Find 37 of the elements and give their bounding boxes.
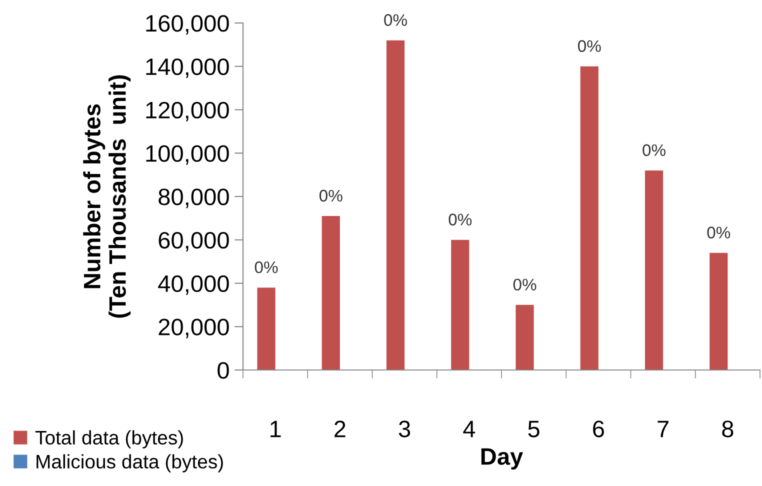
legend-label: Malicious data (bytes) <box>36 454 223 472</box>
legend-label: Total data (bytes) <box>35 430 183 448</box>
x-tick-label: 2 <box>334 420 346 438</box>
annotation: 0% <box>513 278 536 291</box>
annotation: 0% <box>578 40 601 52</box>
y-tick-label: 20,000 <box>158 318 229 338</box>
y-tick-label: 160,000 <box>146 15 229 35</box>
bar <box>257 288 276 370</box>
annotation: 0% <box>319 190 342 202</box>
annotation: 0% <box>254 261 278 274</box>
bar <box>322 216 340 370</box>
bar <box>451 240 470 370</box>
x-tick-label: 5 <box>528 420 540 438</box>
x-tick-label: 6 <box>593 420 604 438</box>
x-tick-label: 7 <box>658 420 668 438</box>
bar <box>580 66 598 370</box>
bar <box>516 304 534 370</box>
annotation: 0% <box>642 144 666 156</box>
y-tick-label: 0 <box>218 362 229 379</box>
bar <box>710 252 728 370</box>
y-tick-label: 60,000 <box>158 232 229 252</box>
y-tick-label: 140,000 <box>146 58 229 78</box>
x-tick-label: 4 <box>463 420 476 438</box>
bar <box>644 170 664 370</box>
x-tick-label: 8 <box>722 420 734 438</box>
bar <box>386 40 405 370</box>
y-tick-label: 100,000 <box>146 145 229 165</box>
y-tick-label: 40,000 <box>158 275 229 295</box>
annotation: 0% <box>384 14 407 26</box>
y-axis-title: Number of bytes (Ten Thousands unit) <box>83 75 131 318</box>
x-axis-title: Day <box>481 448 524 470</box>
annotation: 0% <box>448 214 472 226</box>
annotation: 0% <box>707 226 730 238</box>
x-tick-label: 1 <box>270 420 281 438</box>
y-tick-label: 120,000 <box>146 102 229 122</box>
x-tick-label: 3 <box>398 420 410 438</box>
y-tick-label: 80,000 <box>158 188 229 208</box>
